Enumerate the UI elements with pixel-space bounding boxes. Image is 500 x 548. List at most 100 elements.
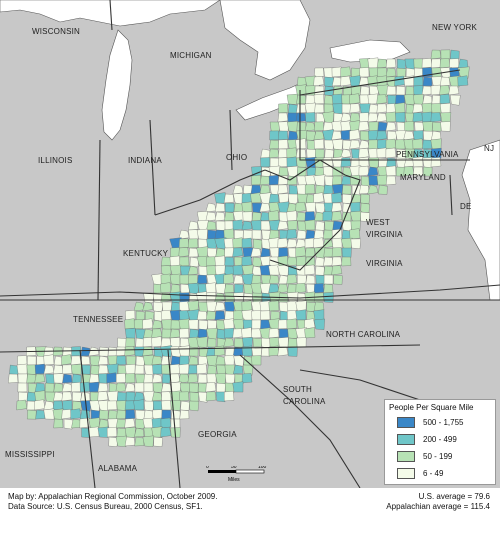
county: [323, 229, 334, 240]
county: [305, 274, 316, 285]
county: [116, 391, 127, 402]
county: [295, 246, 307, 258]
label-south-carolina: CAROLINA: [283, 397, 326, 406]
county: [296, 103, 307, 114]
county: [90, 364, 100, 375]
county: [106, 372, 118, 384]
label-tennessee: TENNESSEE: [73, 315, 123, 324]
county: [314, 103, 325, 114]
scale-bar: 0 50 100 Miles: [200, 466, 280, 486]
county: [430, 147, 442, 159]
county: [151, 355, 163, 366]
county: [98, 373, 109, 384]
county: [268, 201, 280, 213]
county: [99, 409, 109, 420]
county: [233, 283, 244, 294]
county: [160, 345, 173, 358]
map-credit: Map by: Appalachian Regional Commission,…: [8, 492, 218, 501]
county: [304, 174, 316, 186]
county: [323, 274, 334, 285]
county: [243, 229, 253, 240]
county: [449, 67, 460, 78]
county: [215, 247, 226, 258]
county: [340, 148, 352, 159]
county: [116, 400, 127, 411]
county: [358, 148, 370, 159]
county: [260, 310, 271, 321]
county: [223, 193, 235, 204]
footer-credits: Map by: Appalachian Regional Commission,…: [8, 492, 217, 512]
county: [421, 58, 433, 69]
county: [214, 310, 226, 321]
legend-swatch-4: [397, 468, 415, 479]
county: [72, 400, 82, 411]
county: [368, 130, 379, 141]
county: [115, 418, 127, 429]
county: [395, 85, 406, 96]
county: [297, 274, 307, 285]
county: [43, 354, 55, 366]
county: [286, 318, 298, 330]
county: [314, 67, 325, 78]
county: [314, 256, 325, 267]
county: [152, 382, 163, 393]
county: [232, 247, 244, 258]
county: [314, 85, 325, 96]
county: [323, 184, 334, 195]
county: [170, 418, 181, 429]
label-west-virginia: VIRGINIA: [366, 230, 403, 239]
county: [97, 391, 109, 402]
scale-tick-50: 50: [231, 466, 237, 470]
county: [232, 381, 244, 393]
county: [80, 409, 91, 420]
county: [324, 94, 334, 105]
county: [116, 427, 127, 438]
county: [377, 67, 388, 78]
county: [385, 58, 397, 69]
county: [376, 75, 388, 87]
county: [341, 247, 352, 258]
county: [233, 274, 244, 285]
county: [341, 256, 352, 267]
county: [268, 174, 280, 186]
legend-title: People Per Square Mile: [389, 403, 474, 412]
county: [233, 337, 244, 348]
county: [385, 111, 397, 123]
legend-swatch-3: [397, 451, 415, 462]
county: [223, 228, 235, 240]
appalachia-map: WISCONSIN MICHIGAN NEW YORK ILLINOIS IND…: [0, 0, 500, 488]
county: [305, 247, 316, 258]
county: [251, 265, 262, 276]
county: [116, 409, 127, 420]
county: [286, 93, 298, 105]
county: [305, 256, 316, 267]
county: [223, 318, 235, 330]
county: [151, 336, 163, 348]
county: [368, 175, 379, 186]
county: [133, 391, 145, 402]
county: [81, 364, 91, 375]
county: [368, 121, 379, 132]
county: [151, 319, 163, 330]
county: [332, 184, 344, 196]
county: [376, 103, 388, 114]
county: [206, 373, 217, 384]
county: [107, 418, 119, 430]
label-indiana: INDIANA: [128, 156, 162, 165]
county: [315, 274, 326, 286]
county: [260, 319, 271, 330]
county: [143, 382, 154, 393]
county: [287, 193, 299, 205]
county: [368, 139, 379, 150]
county: [277, 283, 289, 294]
county: [295, 201, 307, 213]
county: [323, 292, 334, 303]
county: [80, 346, 91, 357]
county: [304, 102, 316, 114]
county: [160, 282, 172, 294]
county: [179, 292, 190, 303]
county: [305, 183, 316, 195]
county: [296, 157, 307, 168]
county: [115, 382, 127, 393]
county: [98, 364, 109, 375]
